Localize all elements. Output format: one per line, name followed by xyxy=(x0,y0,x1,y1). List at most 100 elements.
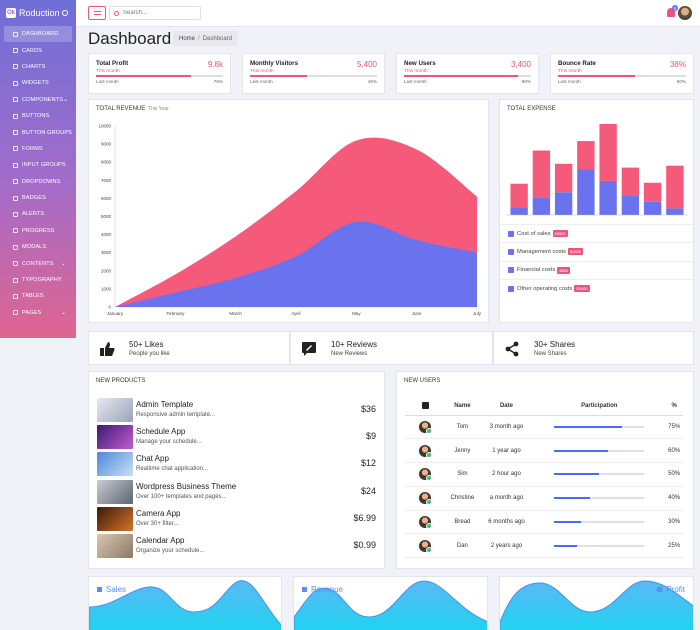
sidebar-item-label: Button Groups xyxy=(22,129,72,136)
sidebar-item-pages[interactable]: Pages ⌄ xyxy=(4,305,72,321)
social-card: 30+ Shares New Shares xyxy=(493,331,694,365)
expense-title: TOTAL EXPENSE xyxy=(507,106,556,112)
sidebar-item-buttons[interactable]: Buttons xyxy=(4,108,72,124)
users-column-header: Participation xyxy=(533,398,666,416)
table-row[interactable]: Tom 3 month ago 75% xyxy=(405,415,683,440)
sidebar-item-alerts[interactable]: Alerts xyxy=(4,206,72,222)
stat-subtitle: This month xyxy=(558,69,582,74)
product-thumbnail xyxy=(97,398,133,422)
sidebar-item-label: Components xyxy=(22,96,64,103)
product-price: $9 xyxy=(365,431,376,442)
expense-label: Financial costs xyxy=(517,267,556,274)
y-tick-label: 1000 xyxy=(101,286,112,291)
brand[interactable]: Ok Roduction xyxy=(0,0,76,26)
sidebar-item-dropdowns[interactable]: Dropdowns xyxy=(4,174,72,190)
user-avatar xyxy=(419,516,432,530)
search-box[interactable] xyxy=(109,6,201,20)
expense-row[interactable]: Management costs $1500 xyxy=(500,242,693,260)
search-input[interactable] xyxy=(123,10,193,16)
y-tick-label: 10000 xyxy=(98,124,111,129)
expense-row[interactable]: Cost of sales $3500 xyxy=(500,224,693,242)
chevron-down-icon: ⌄ xyxy=(60,310,66,317)
sidebar-item-widgets[interactable]: Widgets xyxy=(4,75,72,91)
brand-circle-icon xyxy=(61,10,68,16)
stat-progress xyxy=(250,75,377,77)
sidebar-item-contents[interactable]: Contents ⌄ xyxy=(4,255,72,271)
sidebar-item-badges[interactable]: Badges xyxy=(4,190,72,206)
product-item[interactable]: Admin Template Responsive admin template.… xyxy=(97,397,383,424)
participation-fill xyxy=(554,473,600,476)
nav-item-icon xyxy=(13,80,18,86)
sidebar-item-button-groups[interactable]: Button Groups xyxy=(4,124,72,140)
bottom-chart-card: Profit xyxy=(499,576,694,630)
breadcrumb: Home / Dashboard xyxy=(173,31,239,46)
sidebar-item-tables[interactable]: Tables xyxy=(4,288,72,304)
menu-toggle-button[interactable] xyxy=(88,6,106,20)
sidebar-item-components[interactable]: Components ⌄ xyxy=(4,92,72,108)
bottom-chart-legend: Profit xyxy=(657,585,685,594)
expense-bar-s2 xyxy=(532,150,551,198)
nav-item-icon xyxy=(13,293,18,299)
sidebar-item-forms[interactable]: Forms xyxy=(4,141,72,157)
sidebar-item-cards[interactable]: Cards xyxy=(4,42,72,58)
nav-item-icon xyxy=(13,64,18,70)
revenue-card: TOTAL REVENUE This Year 0 1000 2000 3000 400… xyxy=(88,99,489,323)
sidebar-item-progress[interactable]: Progress xyxy=(4,223,72,239)
expense-row[interactable]: Other operating costs $3400 xyxy=(500,278,693,297)
product-thumbnail xyxy=(97,479,133,504)
user-avatar xyxy=(419,468,432,482)
user-pct: 75% xyxy=(665,415,683,440)
stat-progress-fill xyxy=(250,75,308,77)
product-price: $24 xyxy=(360,485,376,496)
user-participation xyxy=(533,510,666,535)
sidebar-item-input-groups[interactable]: Input Groups xyxy=(4,157,72,173)
user-avatar-cell xyxy=(405,462,445,487)
expense-chart-icon xyxy=(508,285,514,292)
product-item[interactable]: Chat App Realtime chat application... $12 xyxy=(97,451,383,478)
nav-item-icon xyxy=(13,310,18,316)
stat-footer: Last month 60% xyxy=(558,79,686,84)
expense-bar-s1 xyxy=(510,207,528,215)
product-price: $36 xyxy=(360,404,376,414)
bell-icon[interactable] xyxy=(667,8,675,17)
stat-value: 3,400 xyxy=(510,60,531,69)
sidebar-item-typography[interactable]: Typography xyxy=(4,272,72,288)
product-item[interactable]: Wordpress Business Theme Over 100+ templa… xyxy=(97,479,383,506)
user-avatar[interactable] xyxy=(678,6,692,20)
participation-bar xyxy=(554,473,645,476)
product-item[interactable]: Calendar App Organize your schedule... $0.… xyxy=(97,533,383,560)
bottom-sparkline-chart xyxy=(500,580,693,630)
table-row[interactable]: Dan 2 years ago 25% xyxy=(405,533,683,559)
sidebar-item-dashboard[interactable]: Dashboard xyxy=(4,26,72,43)
share-icon xyxy=(504,341,520,357)
participation-bar xyxy=(554,497,645,500)
table-row[interactable]: Christine a month ago 40% xyxy=(405,486,683,511)
y-tick-label: 4000 xyxy=(101,232,112,237)
expense-row[interactable]: Financial costs $800 xyxy=(500,260,693,279)
table-row[interactable]: Jenny 1 year ago 60% xyxy=(405,438,683,464)
user-name: Tom xyxy=(445,415,480,440)
bottom-chart-legend: Revenue xyxy=(302,585,343,594)
chevron-down-icon: ⌄ xyxy=(63,97,69,104)
table-row[interactable]: Sim 2 hour ago 50% xyxy=(405,462,683,487)
breadcrumb-home[interactable]: Home xyxy=(179,35,196,42)
product-item[interactable]: Schedule App Manage your schedule... $9 xyxy=(97,424,383,451)
social-subtitle: People you like xyxy=(129,351,170,357)
stat-footer-pct: 90% xyxy=(521,79,531,84)
product-item[interactable]: Camera App Over 30+ filter... $6.99 xyxy=(97,506,383,533)
user-date: 3 month ago xyxy=(479,415,534,440)
breadcrumb-separator: / xyxy=(198,35,200,42)
sidebar-item-charts[interactable]: Charts xyxy=(4,59,72,75)
users-column-header: % xyxy=(665,398,683,416)
social-card: 50+ Likes People you like xyxy=(88,331,290,365)
hamburger-icon xyxy=(93,11,101,15)
user-avatar xyxy=(419,420,432,434)
sidebar-item-modals[interactable]: Modals xyxy=(4,239,72,255)
stat-footer-label: Last month xyxy=(404,79,427,84)
stat-footer: Last month 90% xyxy=(404,79,531,84)
participation-fill xyxy=(554,497,591,500)
expense-chart-icon xyxy=(508,230,514,237)
stat-progress xyxy=(96,75,223,77)
x-tick-label: February xyxy=(166,311,185,316)
table-row[interactable]: Bread 6 months ago 30% xyxy=(405,510,683,535)
